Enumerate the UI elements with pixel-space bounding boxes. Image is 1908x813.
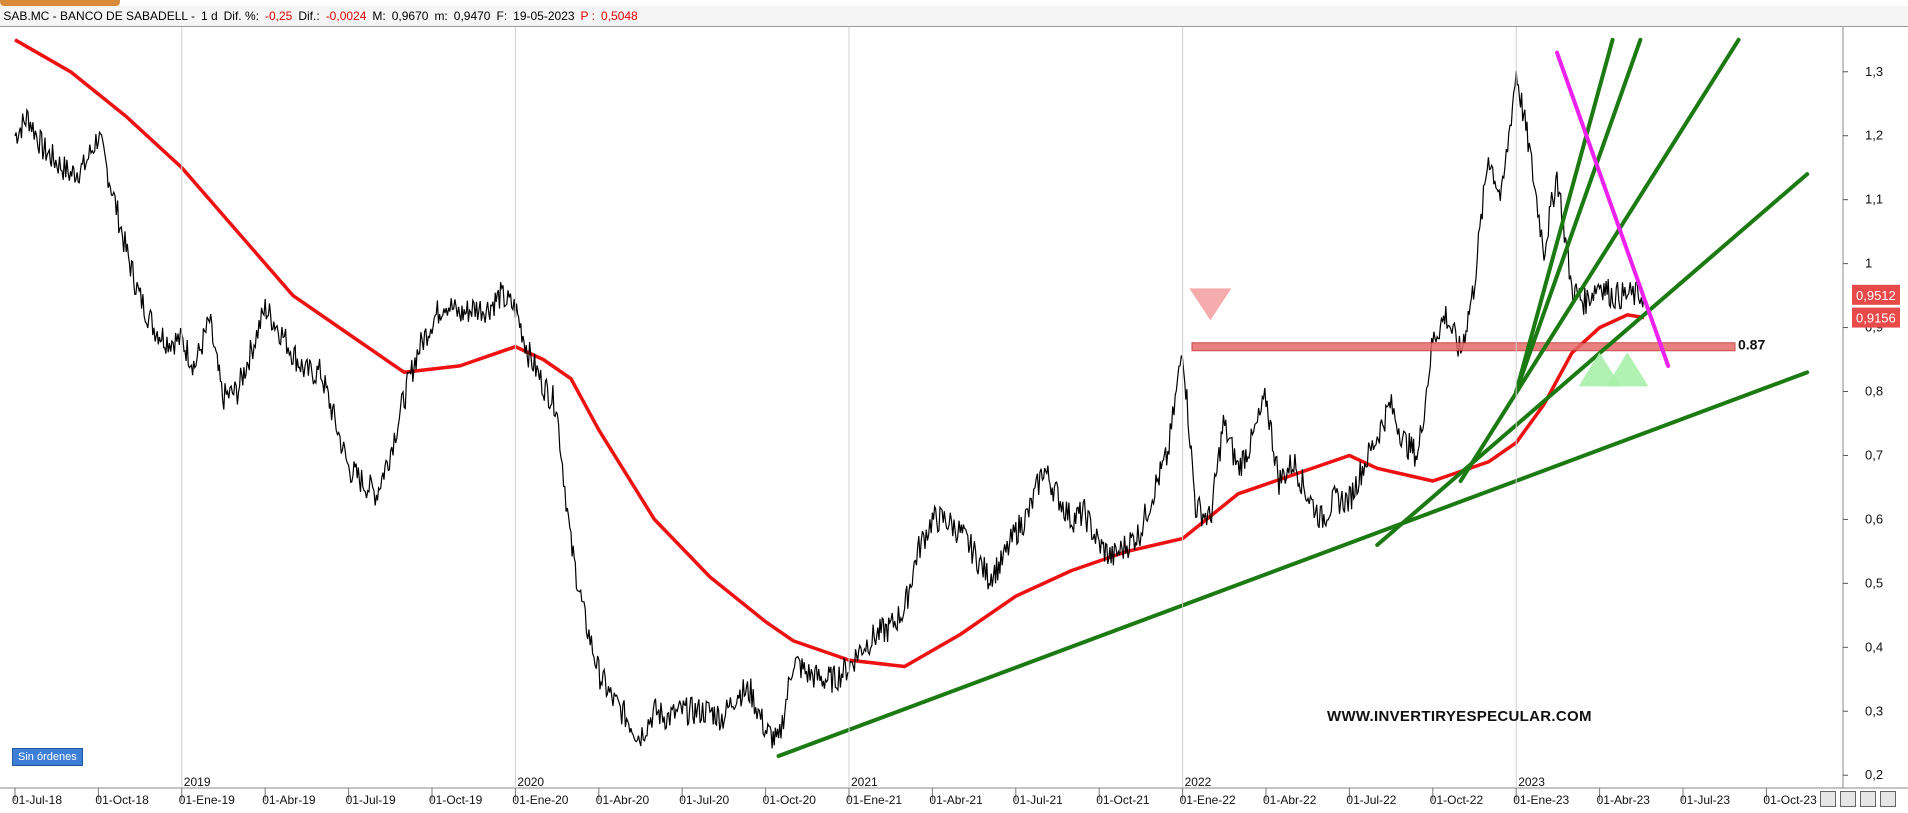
sell-marker-triangle [1189, 288, 1232, 321]
price-tag-label: 0,9512 [1856, 288, 1896, 303]
y-tick-label: 1 [1865, 256, 1872, 271]
x-tick-label: 01-Abr-21 [929, 793, 983, 807]
x-tick-label: 01-Jul-19 [346, 793, 396, 807]
x-tick-label: 01-Abr-20 [596, 793, 650, 807]
support-level-label: 0.87 [1738, 337, 1765, 353]
p-value: 0,5048 [601, 9, 638, 23]
moving-average-line [14, 38, 1645, 669]
y-tick-label: 1,2 [1865, 128, 1883, 143]
x-tick-label: 01-Oct-23 [1763, 793, 1817, 807]
window-tab[interactable] [0, 0, 120, 6]
dif-pct-value: -0,25 [264, 9, 293, 23]
support-trendline-1 [776, 370, 1810, 759]
layout-icon[interactable] [1840, 791, 1856, 807]
date-value: 19-05-2023 [513, 9, 575, 23]
price-tag-label: 0,9156 [1856, 311, 1896, 326]
min-value: 0,9470 [453, 9, 491, 23]
x-tick-label: 01-Ene-19 [179, 793, 235, 807]
resistance-trendline [1554, 50, 1671, 368]
x-tick-label: 01-Jul-21 [1013, 793, 1063, 807]
support-band [1191, 342, 1736, 352]
year-label: 2019 [184, 775, 211, 789]
support-trendline-2 [1375, 172, 1810, 547]
y-tick-label: 0,7 [1865, 447, 1883, 462]
settings-icon[interactable] [1880, 791, 1896, 807]
ticker-label: SAB.MC - BANCO DE SABADELL - [3, 9, 195, 23]
year-label: 2022 [1185, 775, 1212, 789]
orders-button[interactable]: Sin órdenes [12, 748, 83, 766]
x-tick-label: 01-Jul-18 [12, 793, 62, 807]
x-tick-label: 01-Oct-18 [95, 793, 149, 807]
year-label: 2020 [517, 775, 544, 789]
x-tick-label: 01-Oct-22 [1430, 793, 1484, 807]
watermark-text: WWW.INVERTIRYESPECULAR.COM [1327, 708, 1592, 725]
scroll-left-icon[interactable] [1820, 791, 1836, 807]
support-trendline-3 [1458, 37, 1741, 484]
x-tick-label: 01-Oct-20 [763, 793, 817, 807]
support-trendline-5 [1514, 37, 1615, 394]
dif-value: -0,0024 [325, 9, 367, 23]
x-tick-label: 01-Ene-20 [512, 793, 568, 807]
x-tick-label: 01-Abr-23 [1597, 793, 1651, 807]
y-tick-label: 0,8 [1865, 384, 1883, 399]
x-tick-label: 01-Ene-23 [1513, 793, 1569, 807]
x-tick-label: 01-Oct-19 [429, 793, 483, 807]
support-trendline-4 [1514, 37, 1643, 394]
y-tick-label: 0,4 [1865, 639, 1883, 654]
price-line [14, 70, 1645, 749]
period-label: 1 d [200, 9, 218, 23]
p-label: P : [580, 9, 596, 23]
buy-marker-triangle [1578, 352, 1621, 387]
y-tick-label: 0,5 [1865, 575, 1883, 590]
x-tick-label: 01-Abr-22 [1263, 793, 1317, 807]
dif-pct-label: Dif. %: [223, 9, 259, 23]
x-tick-label: 01-Jul-23 [1680, 793, 1730, 807]
chart-info-bar: SAB.MC - BANCO DE SABADELL - 1 d Dif. %: -0… [0, 6, 1908, 27]
zoom-icon[interactable] [1860, 791, 1876, 807]
max-label: M: [372, 9, 386, 23]
y-tick-label: 0,3 [1865, 703, 1883, 718]
max-value: 0,9670 [391, 9, 429, 23]
y-tick-label: 0,2 [1865, 767, 1883, 782]
buy-marker-triangle [1606, 352, 1649, 387]
x-tick-label: 01-Ene-21 [846, 793, 902, 807]
x-tick-label: 01-Oct-21 [1096, 793, 1150, 807]
y-tick-label: 1,1 [1865, 192, 1883, 207]
bottom-toolbar [1818, 789, 1908, 809]
y-tick-label: 0,6 [1865, 511, 1883, 526]
x-tick-label: 01-Jul-20 [679, 793, 729, 807]
price-tag-box [1852, 284, 1900, 305]
year-label: 2023 [1518, 775, 1545, 789]
min-label: m: [434, 9, 448, 23]
y-tick-label: 1,3 [1865, 64, 1883, 79]
x-tick-label: 01-Abr-19 [262, 793, 316, 807]
price-tag-box [1852, 307, 1900, 328]
year-label: 2021 [851, 775, 878, 789]
date-label: F: [496, 9, 508, 23]
x-tick-label: 01-Jul-22 [1346, 793, 1396, 807]
dif-label: Dif.: [298, 9, 320, 23]
x-tick-label: 01-Ene-22 [1180, 793, 1236, 807]
